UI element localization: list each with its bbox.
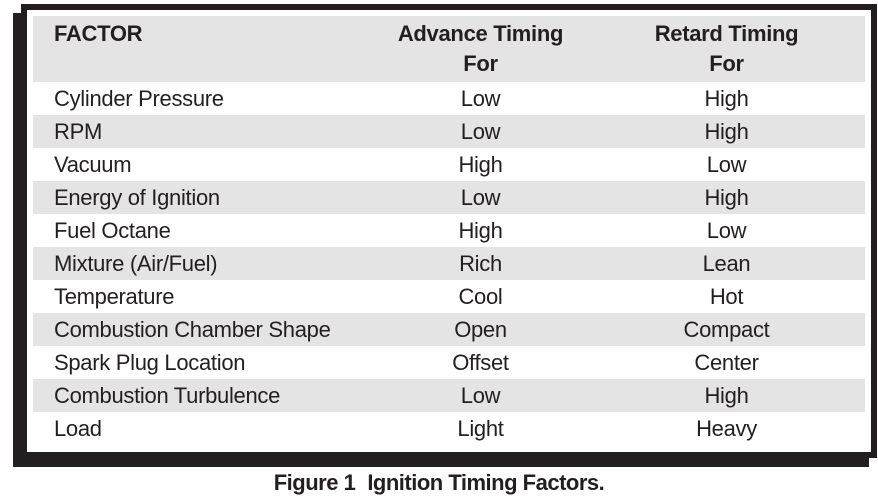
ignition-timing-table: FACTOR Advance Timing For Retard Timing … [21,4,877,458]
header-cell-advance-timing: Advance Timing For [373,19,588,82]
table-row: Combustion Chamber Shape Open Compact [33,313,865,346]
factor-cell: Combustion Chamber Shape [54,316,331,342]
retard-cell: Compact [683,316,770,342]
header-factor-label: FACTOR [54,21,143,46]
header-retard-label: Retard Timing [654,21,799,46]
retard-cell: Hot [709,283,744,309]
advance-cell: Low [460,184,501,210]
header-advance-label: Advance Timing [397,21,564,46]
factor-cell: Energy of Ignition [54,184,220,210]
retard-cell: High [704,382,749,408]
advance-cell: Rich [459,250,502,276]
retard-cell: High [704,184,749,210]
figure-caption: Figure 1 Ignition Timing Factors. [0,470,878,496]
retard-cell: Low [706,217,747,243]
retard-cell: Heavy [696,415,757,441]
advance-cell: Open [454,316,507,342]
advance-cell: Low [460,382,501,408]
header-cell-retard-timing: Retard Timing For [588,19,865,82]
table-row: RPM Low High [33,115,865,148]
factor-cell: Load [54,415,102,441]
factor-cell: Vacuum [54,151,132,177]
table-row: Temperature Cool Hot [33,280,865,313]
factor-cell: RPM [54,118,102,144]
table-row: Energy of Ignition Low High [33,181,865,214]
header-advance-sublabel: For [463,51,498,76]
table-row: Vacuum High Low [33,148,865,181]
table-body: Cylinder Pressure Low High RPM Low High … [33,82,865,445]
factor-cell: Spark Plug Location [54,349,246,375]
header-cell-factor: FACTOR [33,19,373,82]
table-row: Fuel Octane High Low [33,214,865,247]
table-row: Cylinder Pressure Low High [33,82,865,115]
table-row: Combustion Turbulence Low High [33,379,865,412]
retard-cell: High [704,118,749,144]
table-row: Load Light Heavy [33,412,865,445]
advance-cell: Cool [458,283,503,309]
advance-cell: High [458,151,503,177]
table-row: Spark Plug Location Offset Center [33,346,865,379]
factor-cell: Cylinder Pressure [54,85,224,111]
figure-caption-text: Ignition Timing Factors. [367,470,605,495]
factor-cell: Fuel Octane [54,217,171,243]
retard-cell: Lean [702,250,751,276]
factor-cell: Mixture (Air/Fuel) [54,250,218,276]
table-header-row: FACTOR Advance Timing For Retard Timing … [33,16,865,82]
advance-cell: Offset [452,349,509,375]
header-retard-sublabel: For [709,51,744,76]
retard-cell: Low [706,151,747,177]
retard-cell: High [704,85,749,111]
advance-cell: Low [460,85,501,111]
table-row: Mixture (Air/Fuel) Rich Lean [33,247,865,280]
advance-cell: Low [460,118,501,144]
factor-cell: Temperature [54,283,175,309]
figure-caption-number: Figure 1 [273,470,356,495]
factor-cell: Combustion Turbulence [54,382,281,408]
retard-cell: Center [694,349,759,375]
advance-cell: High [458,217,503,243]
advance-cell: Light [457,415,504,441]
